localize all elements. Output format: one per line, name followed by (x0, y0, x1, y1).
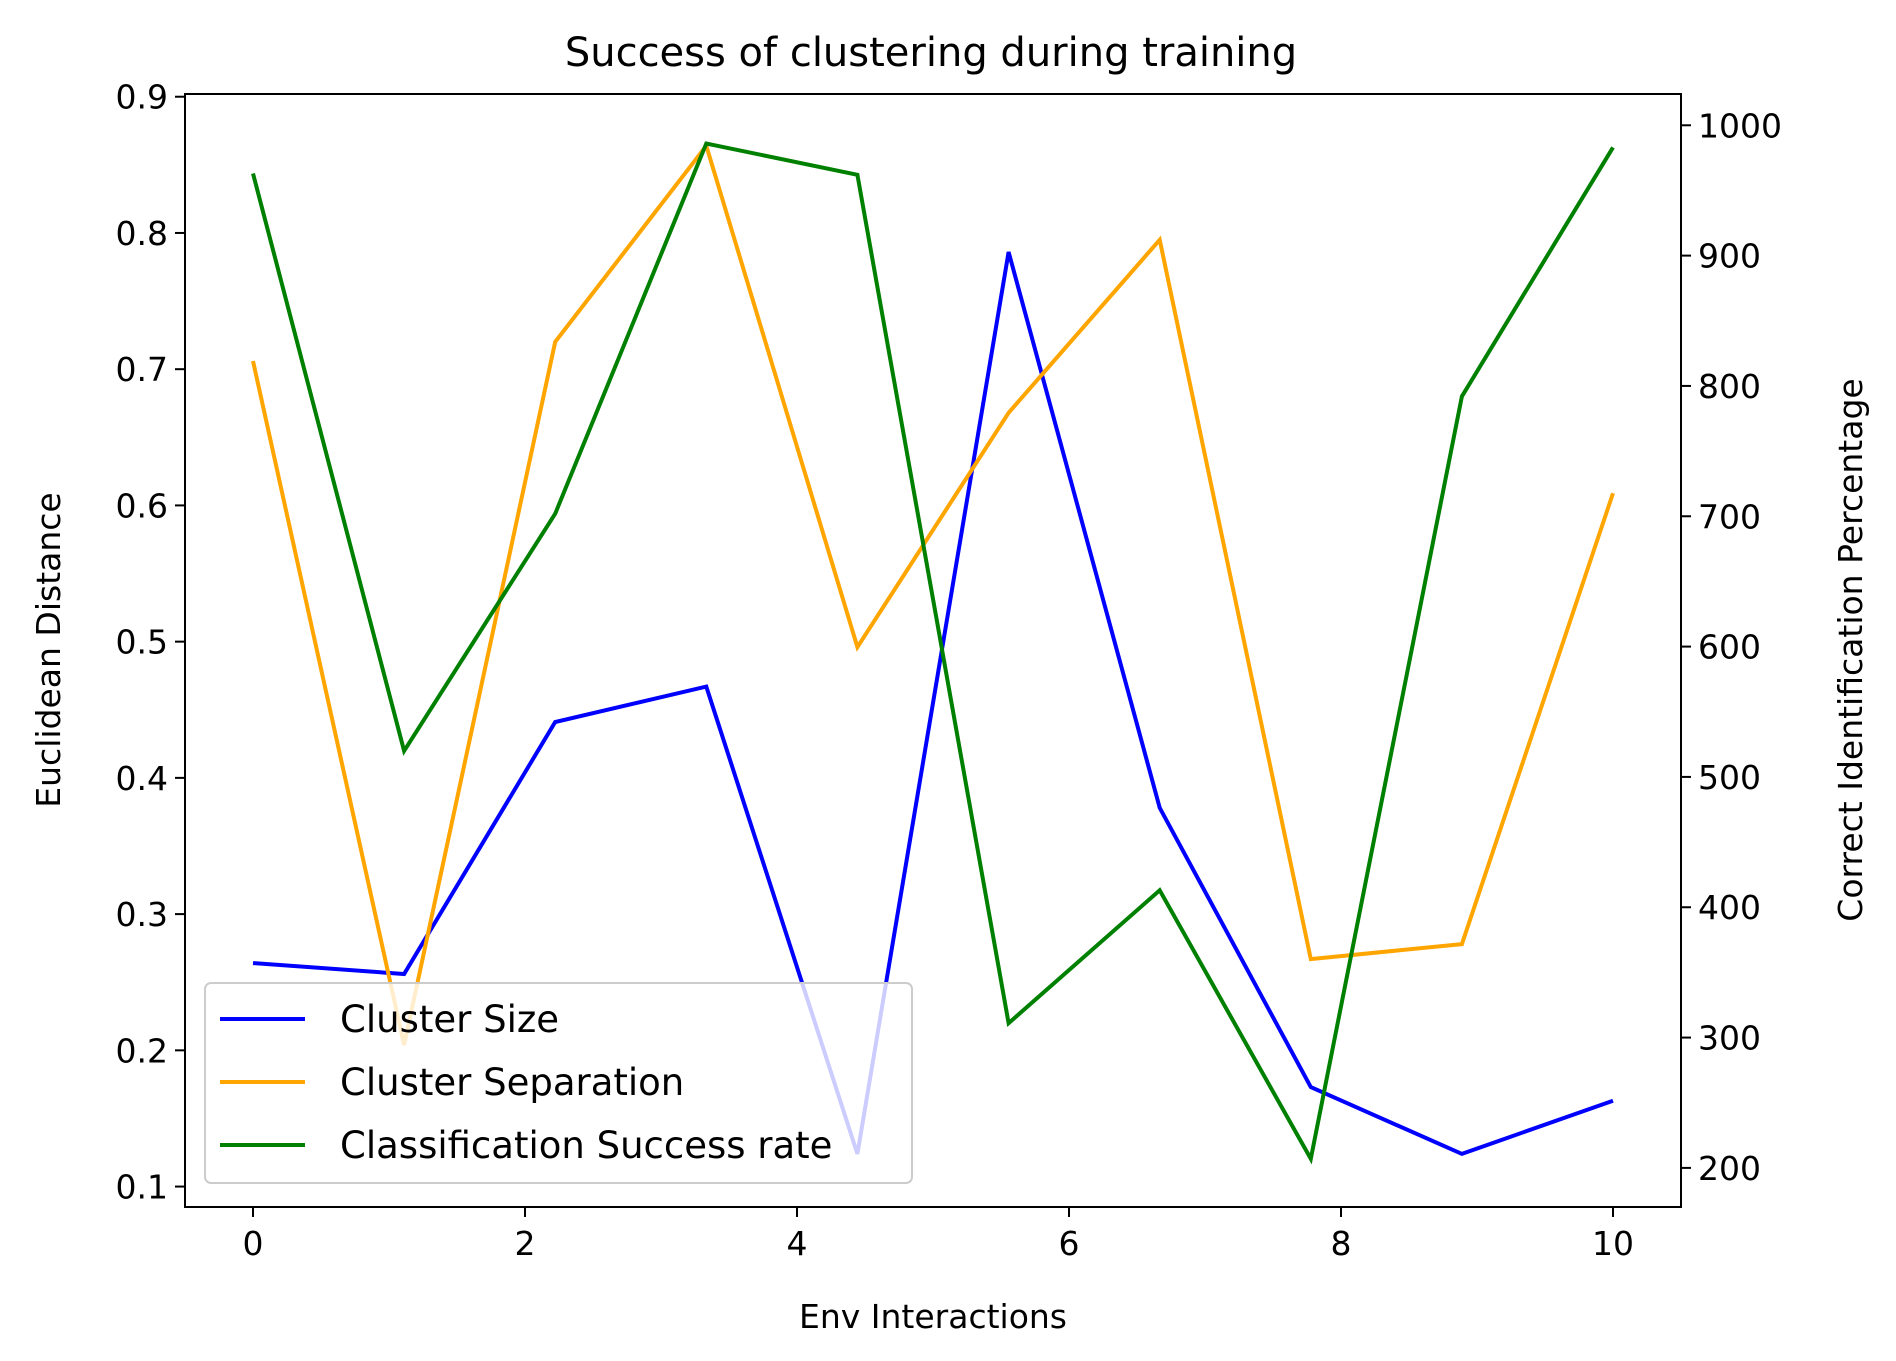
y2-tick-label: 200 (1698, 1149, 1761, 1188)
x-tick-label: 8 (1331, 1224, 1352, 1263)
x-tick-label: 2 (515, 1224, 536, 1263)
y2-axis-label: Correct Identification Percentage (1831, 378, 1870, 921)
x-tick-label: 4 (787, 1224, 808, 1263)
y-tick-label: 0.8 (116, 214, 168, 253)
y-axis-right: 200 300 400 500 600 700 800 900 1000 (1681, 106, 1782, 1188)
y2-tick-label: 900 (1698, 237, 1761, 276)
y-tick-label: 0.9 (116, 78, 168, 117)
series-line-1 (252, 251, 1614, 1157)
y-axis-left: 0.1 0.2 0.3 0.4 0.5 0.6 0.7 0.8 0.9 (116, 78, 185, 1207)
x-tick-label: 10 (1592, 1224, 1634, 1263)
plot-frame (184, 93, 1682, 1208)
series-line-2 (251, 141, 1615, 1046)
series-line-3 (251, 141, 1615, 1165)
y2-tick-label: 400 (1698, 888, 1761, 927)
legend-label-3: Classification Success rate (340, 1124, 832, 1167)
legend-label-2: Cluster Separation (340, 1061, 684, 1104)
y2-tick-label: 300 (1698, 1019, 1761, 1058)
series-layer (251, 141, 1615, 1165)
y-tick-label: 0.5 (116, 623, 168, 662)
legend-box (204, 982, 913, 1184)
legend-label-1: Cluster Size (340, 998, 559, 1041)
y2-tick-label: 800 (1698, 367, 1761, 406)
y2-tick-label: 600 (1698, 628, 1761, 667)
y-tick-label: 0.6 (116, 486, 168, 525)
y-tick-label: 0.7 (116, 350, 168, 389)
chart-title: Success of clustering during training (565, 30, 1297, 76)
y2-tick-label: 700 (1698, 497, 1761, 536)
y-tick-label: 0.1 (116, 1168, 168, 1207)
y-tick-label: 0.2 (116, 1031, 168, 1070)
y2-tick-label: 500 (1698, 758, 1761, 797)
legend: Cluster Size Cluster Separation Classifica… (204, 982, 913, 1184)
y-tick-label: 0.4 (116, 759, 168, 798)
x-tick-label: 6 (1059, 1224, 1080, 1263)
y2-tick-label: 1000 (1698, 106, 1782, 145)
y-tick-label: 0.3 (116, 895, 168, 934)
x-axis-label: Env Interactions (799, 1297, 1067, 1336)
x-tick-label: 0 (243, 1224, 264, 1263)
x-axis: 0 2 4 6 8 10 (243, 1207, 1634, 1263)
y-axis-label: Euclidean Distance (29, 492, 68, 807)
